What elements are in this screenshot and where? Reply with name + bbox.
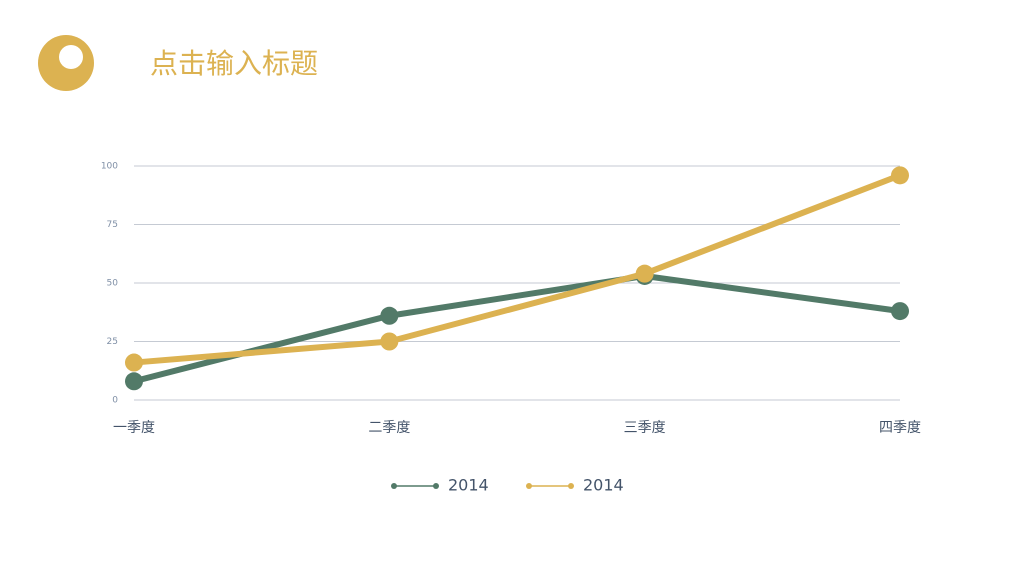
x-tick-label: 一季度 (113, 420, 155, 436)
legend-dot (433, 483, 439, 489)
series-line (133, 272, 901, 385)
logo-hole (59, 45, 83, 69)
legend-label: 2014 (583, 476, 624, 495)
y-tick-label: 0 (112, 396, 118, 406)
y-tick-label: 75 (107, 220, 118, 230)
point (891, 166, 909, 185)
y-tick-label: 100 (101, 162, 118, 172)
point (635, 264, 654, 283)
legend-dot (526, 483, 532, 489)
point (380, 306, 399, 325)
point (380, 332, 399, 351)
series-line (133, 172, 902, 366)
point (125, 353, 143, 372)
point (891, 302, 909, 321)
x-tick-label: 三季度 (624, 420, 666, 436)
y-tick-label: 50 (107, 279, 119, 289)
x-tick-label: 二季度 (368, 420, 410, 436)
slide-title: 点击输入标题 (150, 47, 318, 80)
legend-dot (391, 483, 397, 489)
y-tick-label: 25 (107, 337, 118, 347)
legend-dot (568, 483, 574, 489)
point (125, 372, 143, 391)
legend-label: 2014 (448, 476, 489, 495)
x-tick-label: 四季度 (879, 420, 921, 436)
